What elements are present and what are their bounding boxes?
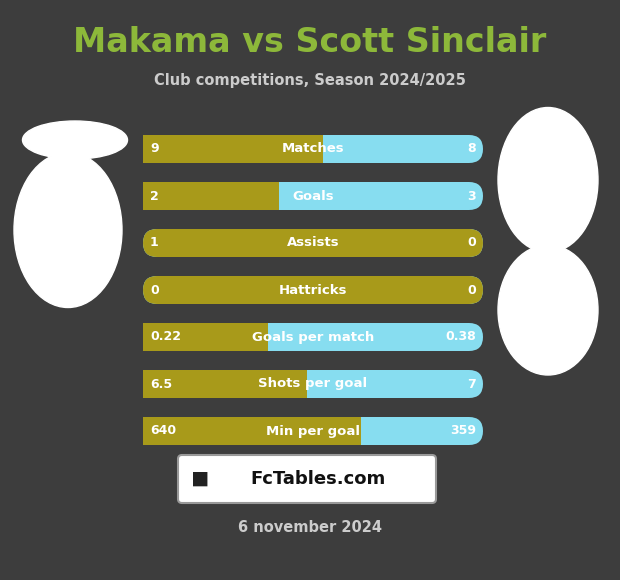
Bar <box>143 182 279 210</box>
Text: 3: 3 <box>467 190 476 202</box>
FancyBboxPatch shape <box>143 135 171 163</box>
FancyBboxPatch shape <box>143 323 483 351</box>
Ellipse shape <box>498 107 598 252</box>
Text: Goals: Goals <box>292 190 334 202</box>
FancyBboxPatch shape <box>143 417 171 445</box>
Text: 0: 0 <box>467 284 476 296</box>
Text: 359: 359 <box>450 425 476 437</box>
Text: 640: 640 <box>150 425 176 437</box>
Text: Makama vs Scott Sinclair: Makama vs Scott Sinclair <box>73 26 547 59</box>
Text: 9: 9 <box>150 143 159 155</box>
FancyBboxPatch shape <box>143 417 483 445</box>
FancyBboxPatch shape <box>143 135 483 163</box>
Text: 6.5: 6.5 <box>150 378 172 390</box>
Text: 7: 7 <box>467 378 476 390</box>
FancyBboxPatch shape <box>143 229 483 257</box>
Text: 6 november 2024: 6 november 2024 <box>238 520 382 535</box>
Text: 0.38: 0.38 <box>445 331 476 343</box>
Text: 0: 0 <box>150 284 159 296</box>
Text: Matches: Matches <box>281 143 344 155</box>
Bar <box>143 417 361 445</box>
Text: Hattricks: Hattricks <box>279 284 347 296</box>
Bar <box>143 323 268 351</box>
Text: 1: 1 <box>150 237 159 249</box>
Text: 8: 8 <box>467 143 476 155</box>
Bar <box>143 135 323 163</box>
FancyBboxPatch shape <box>178 455 436 503</box>
Text: Min per goal: Min per goal <box>266 425 360 437</box>
FancyBboxPatch shape <box>143 370 483 398</box>
Text: FcTables.com: FcTables.com <box>250 470 386 488</box>
Text: Club competitions, Season 2024/2025: Club competitions, Season 2024/2025 <box>154 72 466 88</box>
Ellipse shape <box>22 121 128 159</box>
FancyBboxPatch shape <box>143 229 483 257</box>
Ellipse shape <box>14 153 122 307</box>
Text: Goals per match: Goals per match <box>252 331 374 343</box>
Text: 2: 2 <box>150 190 159 202</box>
Text: Shots per goal: Shots per goal <box>259 378 368 390</box>
Text: 0.22: 0.22 <box>150 331 181 343</box>
FancyBboxPatch shape <box>143 370 171 398</box>
Ellipse shape <box>498 245 598 375</box>
FancyBboxPatch shape <box>143 276 483 304</box>
Bar <box>143 370 307 398</box>
FancyBboxPatch shape <box>143 276 483 304</box>
Text: ◼: ◼ <box>191 469 210 489</box>
Text: Assists: Assists <box>286 237 339 249</box>
FancyBboxPatch shape <box>143 323 171 351</box>
FancyBboxPatch shape <box>143 182 483 210</box>
Text: 0: 0 <box>467 237 476 249</box>
FancyBboxPatch shape <box>143 182 171 210</box>
